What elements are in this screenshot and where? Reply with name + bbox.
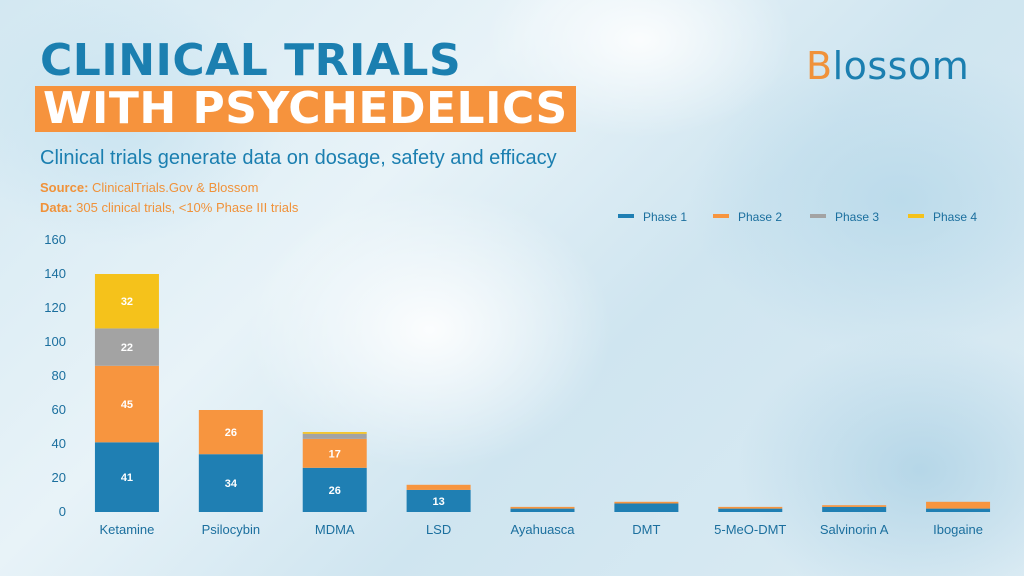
data-label: Data: <box>40 200 73 215</box>
legend-swatch <box>810 214 826 218</box>
bar-segment <box>94 365 159 443</box>
data-label: 41 <box>121 472 133 484</box>
data-label: 26 <box>225 427 237 439</box>
source-text: ClinicalTrials.Gov & Blossom <box>92 180 259 195</box>
y-tick-label: 60 <box>52 402 66 417</box>
bar-segment <box>198 454 263 512</box>
x-tick-label: Salvinorin A <box>820 522 889 537</box>
bar-segment <box>94 442 159 512</box>
bar-segment <box>614 501 679 504</box>
bar-segment <box>302 438 367 468</box>
bar-segment <box>822 505 887 507</box>
data-label: 22 <box>121 342 133 354</box>
y-tick-label: 0 <box>59 504 66 519</box>
y-tick-label: 80 <box>52 368 66 383</box>
chart-title-line-2: WITH PSYCHEDELICS <box>35 86 576 132</box>
legend-label: Phase 4 <box>933 210 977 224</box>
x-tick-label: LSD <box>426 522 451 537</box>
bars: 41 45 22 32 34 26 26 17 13 <box>94 274 991 512</box>
y-tick-label: 160 <box>44 232 66 247</box>
data-label: 17 <box>329 448 341 460</box>
data-note: Data: 305 clinical trials, <10% Phase II… <box>40 200 298 215</box>
legend-swatch <box>908 214 924 218</box>
chart-subtitle: Clinical trials generate data on dosage,… <box>40 147 557 169</box>
y-tick-label: 20 <box>52 470 66 485</box>
bar-segment <box>302 433 367 439</box>
bar-segment <box>198 410 263 455</box>
bar-segment <box>718 506 783 509</box>
data-label: 32 <box>121 296 133 308</box>
bar-segment <box>718 508 783 512</box>
bar-segment <box>614 503 679 512</box>
data-label: 26 <box>329 485 341 497</box>
y-tick-label: 140 <box>44 266 66 281</box>
chart-title-line-1: CLINICAL TRIALS <box>40 35 462 86</box>
y-tick-label: 100 <box>44 334 66 349</box>
x-axis: Ketamine Psilocybin MDMA LSD Ayahuasca DMT 5-M… <box>99 522 983 537</box>
bar-segment <box>822 506 887 512</box>
legend-swatch <box>713 214 729 218</box>
data-label: 34 <box>225 478 238 490</box>
x-tick-label: DMT <box>632 522 660 537</box>
bar-segment <box>510 508 575 512</box>
x-tick-label: Psilocybin <box>202 522 261 537</box>
source-label: Source: <box>40 180 89 195</box>
bar-segment <box>510 506 575 509</box>
legend-label: Phase 1 <box>643 210 687 224</box>
x-tick-label: Ayahuasca <box>510 522 575 537</box>
logo-rest: lossom <box>832 44 970 88</box>
logo-first-letter: B <box>806 44 833 88</box>
bar-segment <box>406 484 471 490</box>
x-tick-label: Ibogaine <box>933 522 983 537</box>
y-tick-label: 120 <box>44 300 66 315</box>
data-label: 13 <box>432 496 444 508</box>
legend: Phase 1 Phase 2 Phase 3 Phase 4 <box>618 210 977 224</box>
x-tick-label: Ketamine <box>99 522 154 537</box>
data-text: 305 clinical trials, <10% Phase III tria… <box>76 200 299 215</box>
bar-segment <box>302 467 367 512</box>
bar-segment <box>926 501 991 509</box>
y-axis: 0 20 40 60 80 100 120 140 160 <box>44 232 66 519</box>
y-tick-label: 40 <box>52 436 66 451</box>
bar-segment <box>926 508 991 512</box>
x-tick-label: 5-MeO-DMT <box>714 522 786 537</box>
bar-segment <box>94 328 159 366</box>
legend-label: Phase 3 <box>835 210 879 224</box>
x-tick-label: MDMA <box>315 522 355 537</box>
source-note: Source: ClinicalTrials.Gov & Blossom <box>40 180 258 195</box>
blossom-logo: Blossom <box>806 40 969 92</box>
legend-swatch <box>618 214 634 218</box>
bar-segment <box>406 489 471 512</box>
bar-segment <box>94 274 159 329</box>
data-label: 45 <box>121 399 133 411</box>
legend-label: Phase 2 <box>738 210 782 224</box>
bar-segment <box>302 432 367 434</box>
